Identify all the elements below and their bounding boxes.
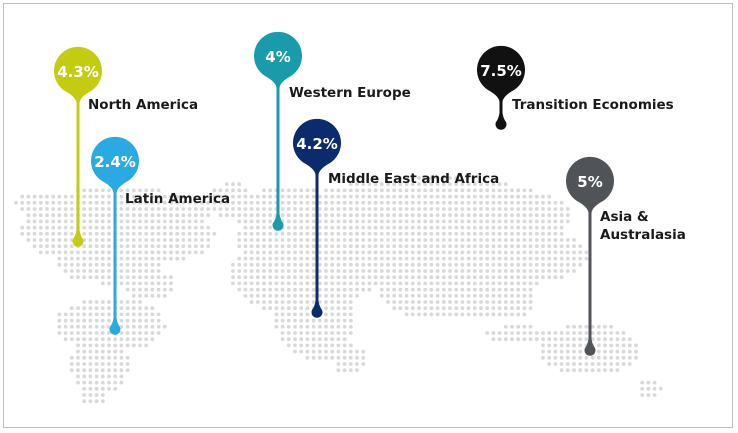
pin-bubble [91, 136, 139, 193]
pin-value: 4.3% [57, 63, 99, 81]
pin-value: 7.5% [480, 62, 522, 80]
pin-tip [495, 113, 507, 130]
pin-tip [72, 230, 84, 247]
dotted-world-map [14, 176, 663, 404]
pin-latin-america: 2.4% [91, 136, 139, 335]
pin-transition-economies: 7.5% [477, 45, 525, 130]
pin-stem [76, 102, 80, 236]
region-label-latin-america: Latin America [125, 191, 231, 207]
pin-north-america: 4.3% [54, 46, 102, 247]
pin-bubble [293, 118, 342, 175]
pin-tip [109, 318, 121, 335]
pin-value: 4.2% [296, 135, 338, 153]
pin-stem [588, 212, 592, 345]
region-label-middle-east-africa: Middle East and Africa [328, 171, 500, 187]
pin-bubble [566, 156, 614, 213]
pin-value: 5% [577, 173, 602, 191]
region-label-asia-australasia: Asia & Australasia [600, 209, 686, 243]
region-pins: 4.3% 2.4% 4% 4.2% 7.5% 5% [54, 31, 614, 356]
pin-bubble [254, 31, 303, 88]
pin-value: 4% [265, 48, 290, 66]
pin-tip [311, 301, 323, 318]
pin-middle-east-africa: 4.2% [293, 118, 342, 318]
region-label-western-europe: Western Europe [289, 85, 411, 101]
pin-stem [113, 192, 117, 324]
pin-tip [584, 339, 596, 356]
pin-stem [276, 87, 280, 220]
pin-bubble [477, 45, 525, 102]
pin-western-europe: 4% [254, 31, 303, 231]
pin-stem [499, 101, 503, 119]
pin-bubble [54, 46, 102, 103]
pin-tip [272, 214, 284, 231]
region-label-north-america: North America [88, 97, 199, 113]
region-label-transition-economies: Transition Economies [512, 97, 674, 113]
pin-asia-australasia: 5% [566, 156, 614, 356]
pin-stem [315, 174, 319, 307]
pin-value: 2.4% [94, 153, 136, 171]
